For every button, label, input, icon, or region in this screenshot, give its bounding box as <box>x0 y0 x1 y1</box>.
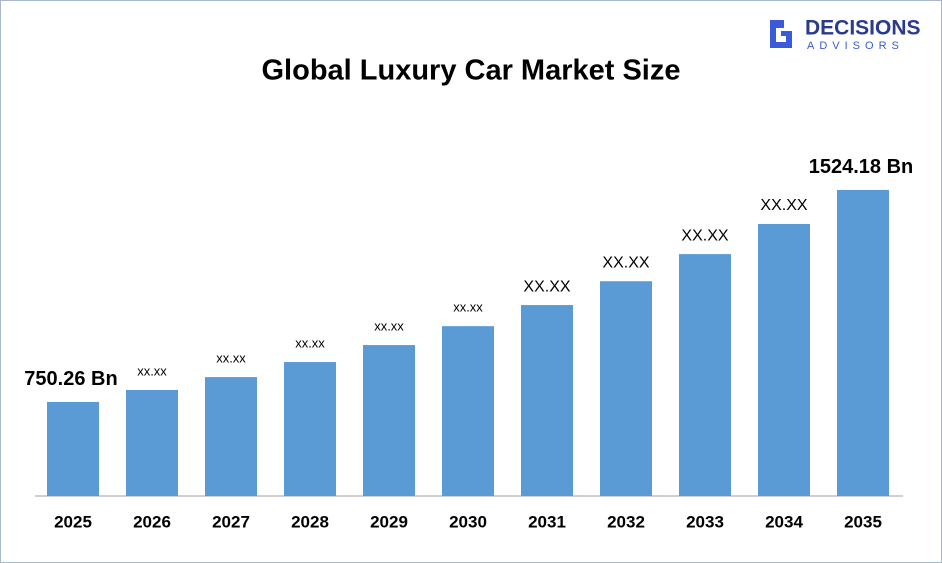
bar <box>837 189 889 497</box>
x-tick-label: 2031 <box>528 512 566 531</box>
bar <box>205 377 257 496</box>
value-label: xx.xx <box>216 351 246 366</box>
bar <box>521 305 573 496</box>
x-tick-label: 2028 <box>291 512 329 531</box>
value-label: XX.XX <box>523 278 570 295</box>
value-label: 750.26 Bn <box>24 368 117 390</box>
value-label: xx.xx <box>137 363 167 378</box>
logo-name: DECISIONS <box>805 17 921 40</box>
bar <box>758 223 810 497</box>
bar <box>679 254 731 496</box>
value-label: XX.XX <box>602 254 649 271</box>
x-tick-label: 2030 <box>449 512 487 531</box>
value-label: xx.xx <box>295 335 325 350</box>
logo: DECISIONS ADVISORS <box>770 17 921 52</box>
bar <box>363 345 415 496</box>
value-label: xx.xx <box>453 300 483 315</box>
x-tick-label: 2033 <box>686 512 724 531</box>
chart-title: Global Luxury Car Market Size <box>261 55 680 87</box>
x-tick-label: 2027 <box>212 512 250 531</box>
x-tick-label: 2025 <box>54 512 92 531</box>
value-label: xx.xx <box>374 318 404 333</box>
x-tick-label: 2034 <box>765 512 803 531</box>
logo-tagline: ADVISORS <box>807 40 904 52</box>
bar <box>600 281 652 496</box>
x-tick-label: 2032 <box>607 512 645 531</box>
logo-icon <box>770 20 792 48</box>
bar <box>284 362 336 496</box>
bar <box>126 389 178 496</box>
value-label: XX.XX <box>760 197 807 214</box>
bar <box>442 326 494 496</box>
x-tick-label: 2026 <box>133 512 171 531</box>
value-label: XX.XX <box>681 227 728 244</box>
bar <box>47 401 99 496</box>
x-tick-label: 2035 <box>844 512 882 531</box>
value-label: 1524.18 Bn <box>809 156 914 178</box>
x-tick-label: 2029 <box>370 512 408 531</box>
